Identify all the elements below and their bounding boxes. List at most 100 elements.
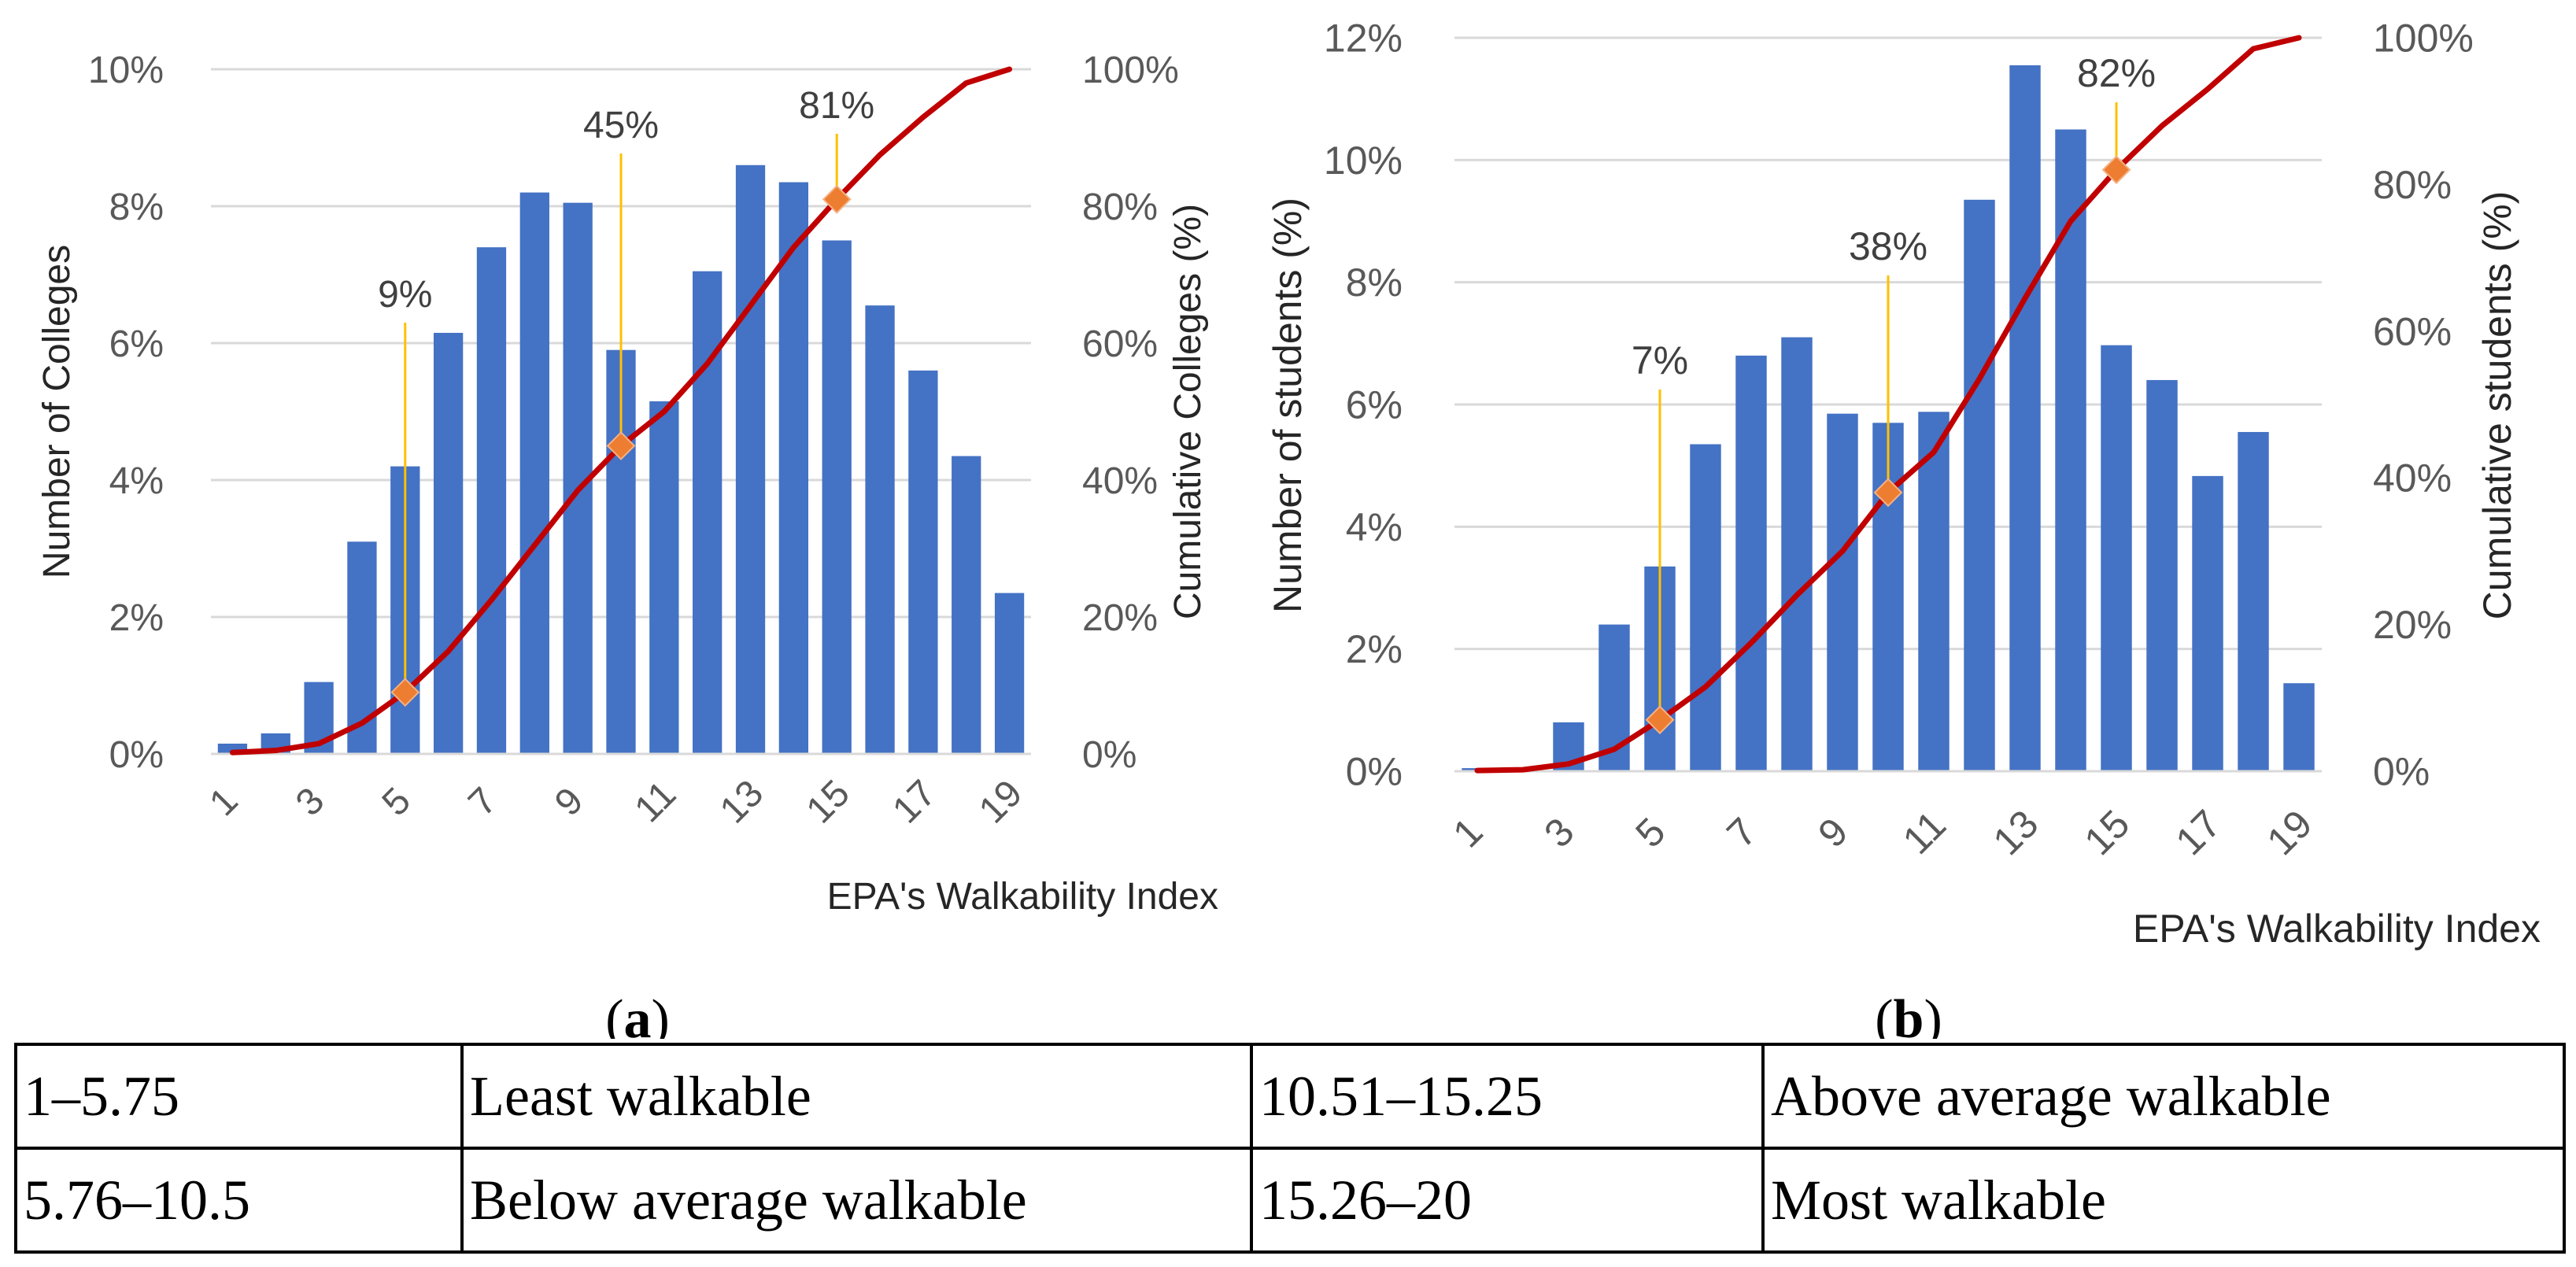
bar xyxy=(433,332,464,754)
table-row: 5.76–10.5 Below average walkable 15.26–2… xyxy=(14,1147,2566,1254)
x-tick-label: 13 xyxy=(712,772,771,831)
y2-tick-label: 80% xyxy=(2373,163,2452,207)
y-tick-label: 4% xyxy=(109,460,164,502)
bar xyxy=(2101,345,2132,771)
x-tick-label: 3 xyxy=(288,780,332,824)
x-tick-label: 9 xyxy=(547,780,591,824)
marker-diamond xyxy=(2101,155,2131,185)
y-tick-label: 2% xyxy=(109,597,164,639)
x-tick-label: 11 xyxy=(627,774,685,831)
x-tick-label: 5 xyxy=(375,780,419,824)
x-tick-label: 19 xyxy=(971,772,1030,831)
marker-label: 9% xyxy=(378,274,432,316)
bar xyxy=(476,247,507,754)
x-tick-label: 19 xyxy=(2259,802,2321,864)
x-tick-label: 15 xyxy=(799,772,858,831)
x-axis-title: EPA's Walkability Index xyxy=(2133,907,2541,951)
x-tick-label: 7 xyxy=(1718,809,1765,855)
caption-a: (a) xyxy=(605,989,670,1039)
bar xyxy=(2146,379,2178,771)
bar xyxy=(1735,355,1767,771)
marker-label: 82% xyxy=(2077,51,2156,95)
y-tick-label: 0% xyxy=(1346,750,1403,794)
y2-tick-label: 40% xyxy=(1082,460,1158,502)
y-tick-label: 6% xyxy=(109,323,164,365)
table-cell: Most walkable xyxy=(1761,1147,2566,1254)
y-tick-label: 8% xyxy=(1346,260,1403,305)
bar xyxy=(2283,683,2315,771)
bar xyxy=(1690,444,1721,771)
x-tick-label: 17 xyxy=(2168,802,2230,864)
figure-canvas: 0%2%4%6%8%10%0%20%40%60%80%100%1 3 5 7 9 11 13… xyxy=(36,17,2541,1040)
y2-tick-label: 0% xyxy=(1082,734,1136,776)
x-tick-label: 9 xyxy=(1809,809,1856,855)
y2-tick-label: 100% xyxy=(2373,17,2474,61)
y2-tick-label: 100% xyxy=(1082,50,1179,91)
bar xyxy=(2238,431,2269,771)
x-tick-label: 3 xyxy=(1536,809,1582,855)
bar xyxy=(908,370,938,754)
x-tick-label: 17 xyxy=(885,772,944,831)
x-tick-label: 11 xyxy=(1894,803,1954,863)
y2-axis-title: Cumulative students (%) xyxy=(2475,191,2519,620)
x-tick-label: 1 xyxy=(201,780,246,824)
bar xyxy=(735,164,766,755)
y-tick-label: 10% xyxy=(88,50,164,91)
table-cell: 5.76–10.5 xyxy=(14,1147,464,1254)
y2-tick-label: 60% xyxy=(1082,323,1158,365)
bar xyxy=(865,305,895,754)
bar xyxy=(1827,413,1858,771)
bar xyxy=(822,240,852,754)
marker-label: 45% xyxy=(583,105,659,146)
x-tick-label: 5 xyxy=(1627,809,1673,855)
bar xyxy=(1781,337,1813,772)
bar xyxy=(952,456,981,754)
marker-label: 7% xyxy=(1632,338,1688,382)
chart-panel-a: 0%2%4%6%8%10%0%20%40%60%80%100%1 3 5 7 9 11 13… xyxy=(36,50,1218,918)
marker-label: 81% xyxy=(799,85,874,127)
bar xyxy=(693,271,723,754)
x-tick-label: 1 xyxy=(1444,809,1491,855)
walkability-legend-table: 1–5.75 Least walkable 10.51–15.25 Above … xyxy=(14,1043,2566,1254)
bar xyxy=(778,182,809,755)
bar xyxy=(2009,65,2041,771)
table-row: 1–5.75 Least walkable 10.51–15.25 Above … xyxy=(14,1043,2566,1150)
y2-tick-label: 20% xyxy=(1082,597,1158,639)
y2-tick-label: 60% xyxy=(2373,309,2452,353)
y-axis-title: Number of students (%) xyxy=(1266,198,1310,613)
marker-diamond xyxy=(606,431,636,460)
y2-tick-label: 40% xyxy=(2373,456,2452,501)
y-axis-title: Number of Colleges xyxy=(36,245,78,578)
y2-axis-title: Cumulative Colleges (%) xyxy=(1167,204,1209,619)
marker-label: 38% xyxy=(1849,224,1927,268)
y-tick-label: 12% xyxy=(1324,17,1403,61)
y-tick-label: 0% xyxy=(109,734,164,776)
y-tick-label: 2% xyxy=(1346,627,1403,671)
table-cell: 15.26–20 xyxy=(1250,1147,1765,1254)
bar xyxy=(649,401,679,754)
marker-diamond xyxy=(390,678,420,707)
table-cell: Above average walkable xyxy=(1761,1043,2566,1150)
x-tick-label: 7 xyxy=(460,780,504,824)
y-tick-label: 10% xyxy=(1324,139,1403,183)
y2-tick-label: 80% xyxy=(1082,187,1158,228)
bar xyxy=(994,593,1025,754)
y2-tick-label: 20% xyxy=(2373,603,2452,647)
marker-diamond xyxy=(1645,705,1675,735)
x-tick-label: 13 xyxy=(1985,802,2047,864)
marker-diamond xyxy=(822,184,852,214)
y2-tick-label: 0% xyxy=(2373,750,2430,794)
table-cell: 1–5.75 xyxy=(14,1043,464,1150)
bar xyxy=(1964,199,1995,772)
table-cell: 10.51–15.25 xyxy=(1250,1043,1765,1150)
x-tick-label: 15 xyxy=(2076,802,2138,864)
y-tick-label: 4% xyxy=(1346,505,1403,549)
chart-panel-b: 0%2%4%6%8%10%12%0%20%40%60%80%100%1 3 5 7 9 1… xyxy=(1266,17,2541,951)
bar xyxy=(1918,412,1950,771)
bar xyxy=(519,192,549,755)
y-tick-label: 8% xyxy=(109,187,164,228)
x-axis-title: EPA's Walkability Index xyxy=(827,876,1218,918)
marker-diamond xyxy=(1873,478,1903,508)
bar xyxy=(2192,475,2223,771)
table-cell: Least walkable xyxy=(460,1043,1253,1150)
